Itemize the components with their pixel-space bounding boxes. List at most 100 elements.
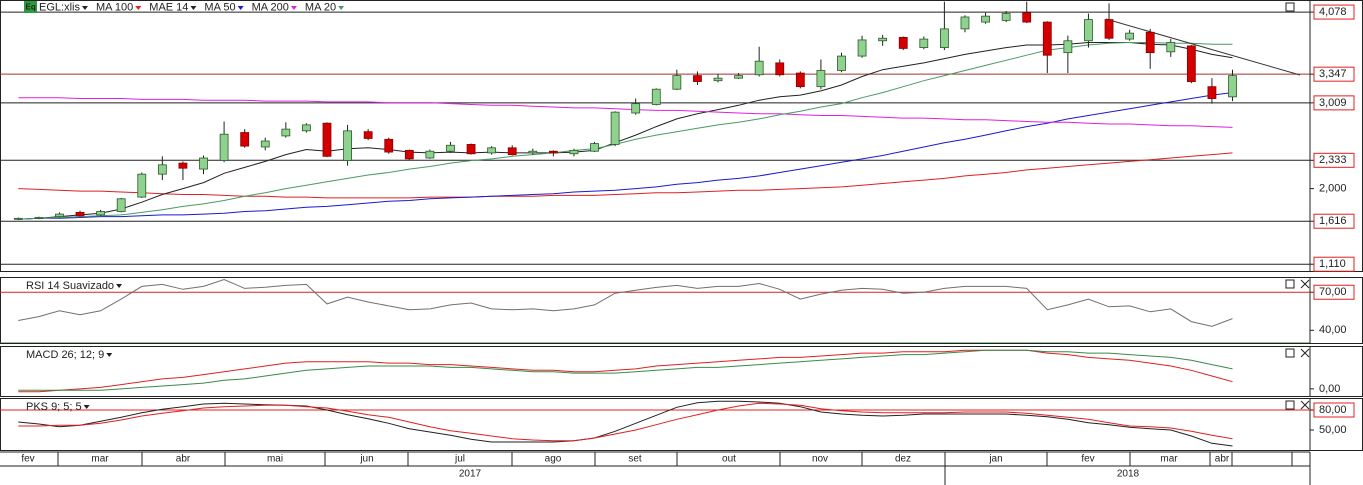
candle-body xyxy=(1063,40,1073,54)
candle-body xyxy=(816,70,826,88)
candle-body xyxy=(137,173,147,198)
panel-button xyxy=(1285,279,1295,289)
candle-body xyxy=(384,138,394,153)
dropdown-arrow xyxy=(290,6,297,10)
plot-area xyxy=(18,349,1233,393)
indicator-line xyxy=(18,402,1233,442)
panel-button xyxy=(1285,400,1295,410)
candle-body xyxy=(734,75,743,79)
candle-body xyxy=(590,143,599,152)
candle-body xyxy=(260,140,270,148)
dropdown-arrow xyxy=(83,405,90,409)
indicator-line xyxy=(18,152,1233,199)
candle-body xyxy=(960,16,970,30)
dropdown-arrow xyxy=(190,6,197,10)
candle-body xyxy=(116,198,126,212)
level-label-box xyxy=(1313,402,1355,418)
candle-body xyxy=(425,150,435,159)
panel-frame xyxy=(0,0,1363,272)
dropdown-arrow xyxy=(106,353,113,357)
candle-body xyxy=(610,111,620,145)
y-tick-label: 1,110 xyxy=(1319,258,1346,270)
y-tick-label: 3,009 xyxy=(1319,97,1347,109)
chart-title: EGL:xlis xyxy=(39,1,80,13)
panel-button xyxy=(1285,2,1295,12)
level-label-box xyxy=(1313,256,1355,272)
legend-entry: MAE 14 xyxy=(149,1,188,13)
x-tick-label: fev xyxy=(21,454,34,465)
plot-area xyxy=(0,278,1310,343)
candle-body xyxy=(1125,32,1135,40)
panel-frame xyxy=(0,346,1363,397)
level-label-box xyxy=(1313,284,1355,300)
candle-body xyxy=(219,133,229,161)
candle-body xyxy=(939,28,949,48)
y-tick-label: 3,347 xyxy=(1319,68,1347,80)
y-tick-label: 2,000 xyxy=(1319,183,1347,195)
candle-body xyxy=(548,150,558,154)
x-tick-label: ago xyxy=(545,454,562,465)
indicator-line xyxy=(18,97,1233,128)
candle-body xyxy=(898,36,908,49)
candle-body xyxy=(75,211,85,217)
ticker-icon-label: Eq xyxy=(26,3,36,12)
candle-body xyxy=(672,75,682,90)
panel-button xyxy=(1285,348,1295,358)
candle-body xyxy=(302,124,311,132)
candle-body xyxy=(507,147,517,156)
indicator-line xyxy=(18,349,1233,391)
x-tick-label: out xyxy=(722,454,736,465)
dropdown-arrow xyxy=(81,6,88,10)
panel-title: PKS 9; 5; 5 xyxy=(26,401,82,413)
y-tick-label: 80,00 xyxy=(1319,404,1347,416)
plot-area xyxy=(0,400,1310,447)
dropdown-arrow xyxy=(116,284,123,288)
candle-body xyxy=(281,128,291,137)
x-tick-label: jul xyxy=(454,454,465,465)
candle-body xyxy=(13,217,23,220)
candle-body xyxy=(1042,21,1052,56)
candle-body xyxy=(631,103,641,114)
x-tick-label: dez xyxy=(895,454,911,465)
dropdown-arrow xyxy=(338,6,345,10)
legend-entry: MA 50 xyxy=(204,1,235,13)
candle-body xyxy=(651,88,661,105)
legend-entry: MA 200 xyxy=(252,1,289,13)
y-tick-label: 50,00 xyxy=(1319,424,1347,436)
candle-body xyxy=(96,211,106,216)
candle-body xyxy=(1186,45,1196,82)
y-tick-label: 0,00 xyxy=(1319,383,1340,395)
panel-title: RSI 14 Suavizado xyxy=(26,280,114,292)
candle-body xyxy=(466,144,476,155)
candle-body xyxy=(363,131,373,139)
trend-line xyxy=(1105,18,1301,76)
candle-body xyxy=(55,213,64,218)
candle-body xyxy=(775,62,785,76)
ticker-icon xyxy=(24,1,37,13)
candle-body xyxy=(343,130,352,161)
candle-body xyxy=(754,60,764,76)
candle-body xyxy=(1104,19,1114,39)
level-label-box xyxy=(1313,66,1355,82)
x-tick-label: jan xyxy=(988,454,1002,465)
year-label: 2017 xyxy=(459,469,482,480)
dropdown-arrow xyxy=(237,6,244,10)
candle-body xyxy=(199,157,208,170)
plot-area xyxy=(0,1,1310,265)
candle-body xyxy=(713,77,723,82)
panel-title: MACD 26; 12; 9 xyxy=(26,349,104,361)
x-tick-label: mar xyxy=(91,454,109,465)
candle-body xyxy=(1001,13,1011,21)
y-tick-label: 4,078 xyxy=(1319,6,1347,18)
panel-button xyxy=(1300,348,1310,358)
candle-body xyxy=(919,38,929,48)
candle-body xyxy=(446,144,455,152)
candle-body xyxy=(981,15,990,23)
x-tick-label: mar xyxy=(1160,454,1178,465)
indicator-line xyxy=(18,92,1233,220)
candle-body xyxy=(1022,12,1032,23)
x-tick-label: abr xyxy=(1215,454,1230,465)
indicator-line xyxy=(18,42,1233,220)
y-tick-label: 70,00 xyxy=(1319,286,1347,298)
